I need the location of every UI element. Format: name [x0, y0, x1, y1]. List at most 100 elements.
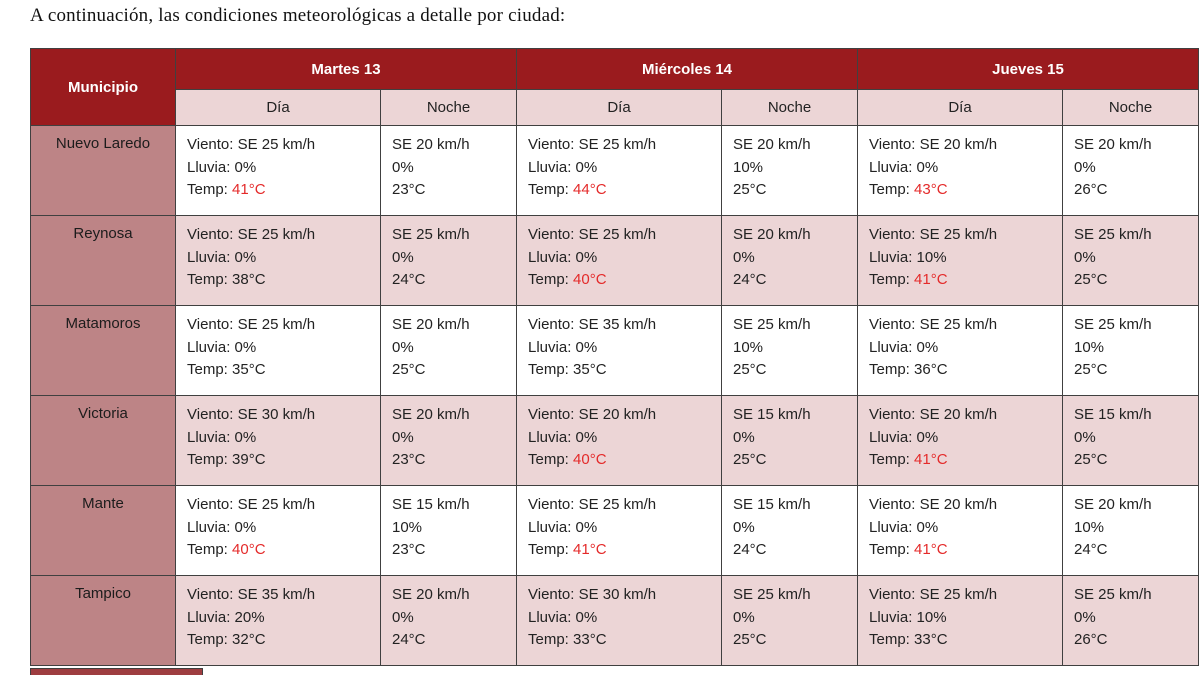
- night-forecast-cell: SE 25 km/h 0% 25°C: [1061, 215, 1200, 306]
- rain-line: 0%: [733, 518, 755, 536]
- night-forecast-cell: SE 20 km/h 0% 24°C: [721, 215, 858, 306]
- temp-line: Temp: 35°C: [528, 361, 607, 378]
- rain-line: 0%: [1074, 248, 1096, 266]
- wind-line: Viento: SE 25 km/h: [187, 496, 316, 513]
- rain-line: Lluvia: 0%: [528, 608, 598, 626]
- wind-line: Viento: SE 25 km/h: [187, 316, 316, 333]
- night-forecast-cell: SE 15 km/h 10% 23°C: [380, 485, 517, 576]
- rain-line: 0%: [392, 338, 414, 356]
- wind-line: SE 20 km/h: [392, 316, 470, 333]
- rain-line: Lluvia: 0%: [528, 428, 598, 446]
- wind-line: Viento: SE 25 km/h: [869, 586, 998, 603]
- municipio-cell: Nuevo Laredo: [30, 125, 176, 216]
- rain-line: 0%: [733, 608, 755, 626]
- temp-value: 38°C: [232, 271, 266, 288]
- temp-line: Temp: 39°C: [187, 451, 266, 468]
- wind-line: SE 25 km/h: [1074, 226, 1152, 243]
- night-forecast-cell: SE 25 km/h 0% 24°C: [380, 215, 517, 306]
- temp-value: 40°C: [232, 541, 266, 558]
- temp-line: Temp: 40°C: [528, 271, 607, 288]
- temp-line: 23°C: [392, 541, 426, 558]
- day-forecast-cell: Viento: SE 20 km/h Lluvia: 0% Temp: 43°C: [857, 125, 1063, 216]
- night-forecast-cell: SE 25 km/h 10% 25°C: [721, 305, 858, 396]
- wind-line: SE 20 km/h: [733, 226, 811, 243]
- temp-line: 25°C: [1074, 271, 1108, 288]
- day-forecast-cell: Viento: SE 25 km/h Lluvia: 0% Temp: 40°C: [516, 215, 722, 306]
- temp-value: 36°C: [914, 361, 948, 378]
- wind-line: Viento: SE 25 km/h: [187, 136, 316, 153]
- rain-line: Lluvia: 0%: [528, 338, 598, 356]
- day-forecast-cell: Viento: SE 30 km/h Lluvia: 0% Temp: 33°C: [516, 575, 722, 666]
- wind-line: Viento: SE 30 km/h: [528, 586, 657, 603]
- temp-value: 41°C: [914, 451, 948, 468]
- temp-value: 40°C: [573, 271, 607, 288]
- wind-line: Viento: SE 25 km/h: [187, 226, 316, 243]
- day-forecast-cell: Viento: SE 25 km/h Lluvia: 0% Temp: 38°C: [175, 215, 381, 306]
- rain-line: Lluvia: 10%: [869, 248, 947, 266]
- wind-line: SE 20 km/h: [392, 136, 470, 153]
- rain-line: Lluvia: 0%: [869, 338, 939, 356]
- day-header-jueves: Jueves 15: [856, 48, 1200, 90]
- day-forecast-cell: Viento: SE 25 km/h Lluvia: 0% Temp: 41°C: [175, 125, 381, 216]
- rain-line: 10%: [392, 518, 423, 536]
- day-forecast-cell: Viento: SE 35 km/h Lluvia: 20% Temp: 32°C: [175, 575, 381, 666]
- rain-line: 0%: [392, 428, 414, 446]
- temp-value: 41°C: [232, 181, 266, 198]
- day-forecast-cell: Viento: SE 25 km/h Lluvia: 0% Temp: 36°C: [857, 305, 1063, 396]
- rain-line: Lluvia: 0%: [187, 518, 257, 536]
- wind-line: Viento: SE 25 km/h: [528, 226, 657, 243]
- wind-line: SE 15 km/h: [733, 496, 811, 513]
- next-table-partial-header: [30, 668, 203, 675]
- wind-line: SE 25 km/h: [733, 316, 811, 333]
- temp-line: 26°C: [1074, 631, 1108, 648]
- wind-line: SE 25 km/h: [1074, 316, 1152, 333]
- wind-line: Viento: SE 30 km/h: [187, 406, 316, 423]
- rain-line: Lluvia: 0%: [869, 428, 939, 446]
- day-forecast-cell: Viento: SE 20 km/h Lluvia: 0% Temp: 40°C: [516, 395, 722, 486]
- rain-line: 0%: [1074, 158, 1096, 176]
- rain-line: Lluvia: 0%: [528, 518, 598, 536]
- wind-line: Viento: SE 35 km/h: [187, 586, 316, 603]
- night-forecast-cell: SE 20 km/h 0% 24°C: [380, 575, 517, 666]
- temp-line: Temp: 40°C: [528, 451, 607, 468]
- municipio-cell: Victoria: [30, 395, 176, 486]
- rain-line: 10%: [733, 338, 764, 356]
- temp-line: 24°C: [1074, 541, 1108, 558]
- night-forecast-cell: SE 15 km/h 0% 24°C: [721, 485, 858, 576]
- temp-line: 25°C: [392, 361, 426, 378]
- wind-line: Viento: SE 20 km/h: [528, 406, 657, 423]
- municipio-cell: Tampico: [30, 575, 176, 666]
- night-forecast-cell: SE 25 km/h 10% 25°C: [1061, 305, 1200, 396]
- table-body: Nuevo Laredo Viento: SE 25 km/h Lluvia: 0%…: [30, 125, 1200, 666]
- temp-line: Temp: 41°C: [869, 271, 948, 288]
- sub-header-dia: Día: [175, 89, 381, 126]
- day-forecast-cell: Viento: SE 25 km/h Lluvia: 10% Temp: 41°C: [857, 215, 1063, 306]
- sub-header-dia: Día: [857, 89, 1063, 126]
- temp-line: 25°C: [733, 181, 767, 198]
- table-row: Matamoros Viento: SE 25 km/h Lluvia: 0% Tem…: [30, 305, 1200, 396]
- night-forecast-cell: SE 15 km/h 0% 25°C: [721, 395, 858, 486]
- table-row: Reynosa Viento: SE 25 km/h Lluvia: 0% Temp:…: [30, 215, 1200, 306]
- temp-value: 41°C: [914, 271, 948, 288]
- temp-line: Temp: 43°C: [869, 181, 948, 198]
- temp-value: 33°C: [914, 631, 948, 648]
- temp-line: 25°C: [733, 361, 767, 378]
- wind-line: Viento: SE 20 km/h: [869, 496, 998, 513]
- wind-line: Viento: SE 25 km/h: [528, 496, 657, 513]
- wind-line: SE 15 km/h: [733, 406, 811, 423]
- sub-header-noche: Noche: [721, 89, 858, 126]
- rain-line: 10%: [733, 158, 764, 176]
- rain-line: Lluvia: 0%: [187, 428, 257, 446]
- temp-value: 41°C: [573, 541, 607, 558]
- temp-value: 35°C: [232, 361, 266, 378]
- wind-line: SE 15 km/h: [1074, 406, 1152, 423]
- temp-value: 39°C: [232, 451, 266, 468]
- night-forecast-cell: SE 20 km/h 0% 23°C: [380, 125, 517, 216]
- rain-line: Lluvia: 0%: [187, 158, 257, 176]
- temp-line: Temp: 40°C: [187, 541, 266, 558]
- wind-line: SE 20 km/h: [392, 586, 470, 603]
- rain-line: 10%: [1074, 338, 1105, 356]
- rain-line: Lluvia: 0%: [528, 158, 598, 176]
- wind-line: SE 25 km/h: [392, 226, 470, 243]
- rain-line: Lluvia: 0%: [528, 248, 598, 266]
